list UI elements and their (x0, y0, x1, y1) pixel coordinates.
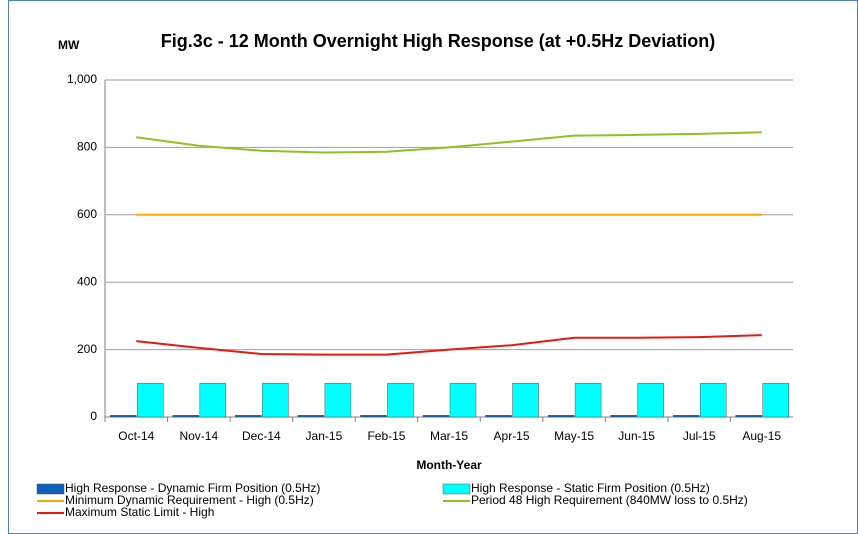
bar (547, 415, 575, 418)
bar (297, 415, 325, 418)
bar (672, 415, 700, 418)
y-axis-label: MW (58, 38, 80, 52)
legend-label: High Response - Dynamic Firm Position (0… (65, 481, 320, 495)
bar (449, 383, 477, 418)
x-tick-label: Aug-15 (742, 429, 781, 443)
x-tick-label: May-15 (554, 429, 594, 443)
bar (387, 383, 414, 418)
line (136, 334, 762, 356)
legend-swatch (36, 483, 65, 495)
x-tick-label: Nov-14 (179, 429, 218, 443)
bar (199, 383, 227, 418)
legend-label: Period 48 High Requirement (840MW loss t… (471, 493, 748, 507)
bar (735, 415, 762, 418)
x-tick-label: Jul-15 (683, 429, 716, 443)
x-tick-label: Dec-14 (242, 429, 281, 443)
chart-title: Fig.3c - 12 Month Overnight High Respons… (161, 31, 716, 51)
x-axis-label: Month-Year (416, 458, 482, 472)
x-tick-label: Oct-14 (118, 429, 154, 443)
legend-label: High Response - Static Firm Position (0.… (471, 481, 710, 495)
x-tick-label: Mar-15 (430, 429, 468, 443)
bar (699, 383, 727, 418)
bar (262, 383, 289, 418)
y-tick-label: 1,000 (67, 72, 97, 86)
y-tick-label: 200 (77, 342, 97, 356)
bar (610, 415, 637, 418)
x-tick-label: Feb-15 (367, 429, 405, 443)
bar (422, 415, 450, 418)
y-tick-label: 800 (77, 140, 97, 154)
bar (637, 383, 664, 418)
y-tick-label: 0 (90, 409, 97, 423)
bar (172, 415, 200, 418)
bar (360, 415, 387, 418)
y-tick-label: 400 (77, 274, 97, 288)
x-tick-label: Jan-15 (306, 429, 343, 443)
bar (110, 415, 137, 418)
x-tick-label: Jun-15 (618, 429, 655, 443)
bar (574, 383, 602, 418)
bar (485, 415, 512, 418)
bar (235, 415, 262, 418)
bar (762, 383, 789, 418)
bar (324, 383, 352, 418)
legend-label: Minimum Dynamic Requirement - High (0.5H… (65, 493, 314, 507)
legend-label: Maximum Static Limit - High (65, 505, 214, 519)
bar (137, 383, 164, 418)
x-tick-label: Apr-15 (494, 429, 530, 443)
y-tick-label: 600 (77, 207, 97, 221)
legend-swatch (442, 483, 471, 495)
line (136, 131, 762, 154)
bar (512, 383, 539, 418)
